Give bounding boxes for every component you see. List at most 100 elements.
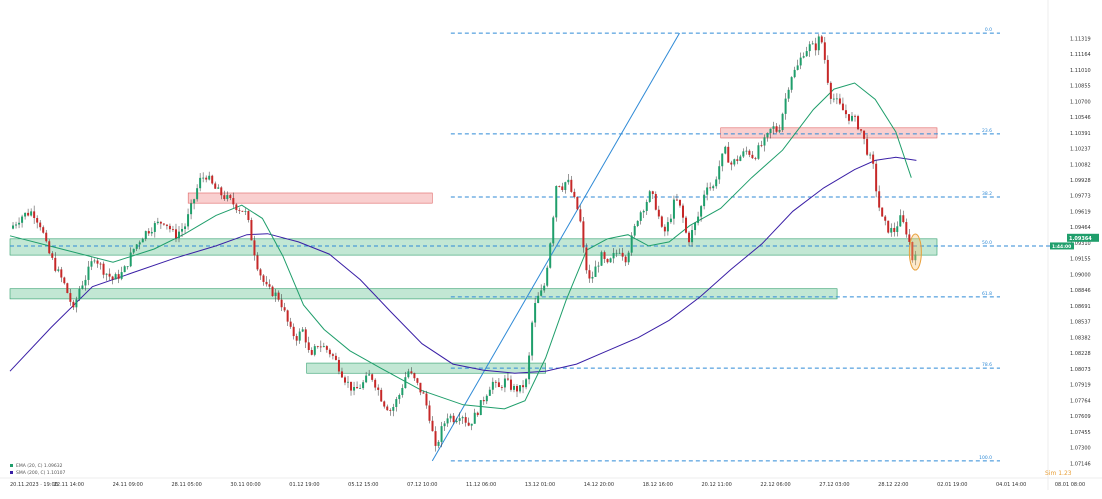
candle-down [606,258,609,263]
candle-up [93,260,96,262]
candle-up [537,295,540,303]
y-tick-label: 1.09619 [1070,209,1091,215]
candle-up [528,355,531,380]
legend-swatch [10,464,13,467]
candle-down [174,229,177,239]
candle-down [265,281,268,285]
candle-up [890,227,893,233]
candle-up [90,261,93,267]
candle-up [491,381,494,390]
candle-down [660,216,663,227]
candle-up [715,179,718,187]
candle-up [449,415,452,419]
candle-up [437,441,440,446]
candle-down [223,195,226,200]
candle-down [383,401,386,407]
candle-down [657,209,660,217]
candle-up [648,191,651,202]
candle-up [739,156,742,161]
candle-down [838,98,841,104]
y-tick-label: 1.07300 [1070,446,1091,452]
y-tick-label: 1.08537 [1070,320,1091,326]
candle-down [262,275,265,282]
legend-swatch [10,471,13,474]
candle-up [132,248,135,253]
candle-up [564,182,567,190]
candle-down [579,209,582,222]
candle-up [81,285,84,289]
candle-up [633,226,636,236]
fib-level-label: 38.2 [982,191,992,197]
candle-up [485,395,488,402]
candle-up [519,385,522,392]
candle-up [896,226,899,232]
y-tick-label: 1.11010 [1070,68,1091,74]
candle-down [603,252,606,259]
x-tick-label: 22.12 06:00 [760,482,790,488]
candle-down [482,400,485,402]
legend-entry: SMA (200, C) 1.10107 [16,470,66,476]
candle-down [582,221,585,248]
candle-up [15,224,18,226]
candle-up [600,252,603,266]
candle-up [24,212,27,217]
candle-down [386,406,389,411]
candle-up [811,43,814,45]
candle-up [313,346,316,355]
y-tick-label: 1.08382 [1070,335,1091,341]
candle-down [159,221,162,224]
candle-up [114,274,117,280]
candle-down [247,211,250,221]
candle-up [488,389,491,396]
candle-down [419,382,422,393]
candle-down [102,263,105,275]
candle-up [534,302,537,323]
trendline-layer [431,32,680,462]
candle-down [250,220,253,241]
candle-down [241,210,244,212]
candle-up [832,98,835,100]
candle-up [700,206,703,217]
candle-down [570,179,573,192]
y-tick-label: 1.09310 [1070,241,1091,247]
candle-down [760,145,763,147]
candle-down [860,129,863,131]
candle-up [347,381,350,383]
candle-up [899,215,902,227]
candle-up [630,235,633,253]
candle-down [283,307,286,311]
x-tick-label: 13.12 01:00 [525,482,555,488]
current-price-tag [1067,233,1099,242]
candle-down [259,269,262,276]
candle-up [404,377,407,389]
candle-up [787,89,790,99]
y-tick-label: 1.07146 [1070,461,1091,467]
candle-down [736,159,739,161]
candle-up [274,292,277,297]
zone-layer [9,127,938,374]
candle-up [694,222,697,231]
x-tick-label: 24.11 09:00 [113,482,143,488]
candle-up [156,221,159,224]
candle-up [84,279,87,286]
candle-down [506,378,509,380]
candle-up [802,56,805,58]
candle-up [407,371,410,378]
resistance-zone [720,127,938,139]
candle-up [455,420,458,423]
candle-down [823,42,826,60]
candle-down [220,187,223,196]
candle-down [754,158,757,159]
candle-up [745,150,748,152]
candle-up [817,36,820,51]
candle-up [609,258,612,263]
candle-up [126,266,129,268]
candle-up [470,423,473,426]
sma-200-line [9,156,917,374]
candle-down [881,207,884,217]
candle-down [99,263,102,265]
candle-up [805,51,808,57]
candle-up [672,199,675,219]
